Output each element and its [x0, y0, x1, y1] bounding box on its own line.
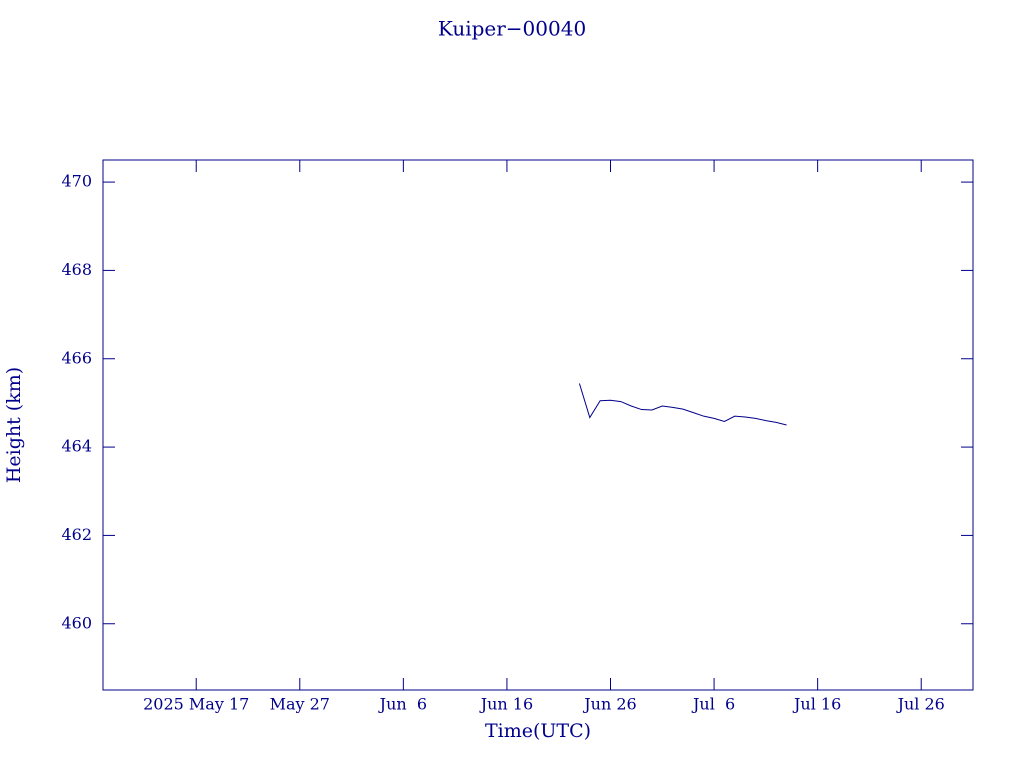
chart-title: Kuiper−00040 — [438, 17, 586, 41]
y-tick-label: 470 — [61, 172, 92, 191]
x-tick-label: Jul 26 — [896, 695, 945, 714]
x-tick-label: Jul 6 — [691, 695, 735, 714]
data-line — [578, 383, 787, 426]
y-tick-label: 462 — [61, 525, 92, 544]
x-tick-label: Jun 16 — [479, 695, 533, 714]
y-tick-label: 466 — [61, 348, 92, 367]
x-tick-label: Jun 6 — [378, 695, 427, 714]
plot-frame — [102, 159, 974, 691]
y-tick-label: 464 — [61, 437, 92, 456]
x-axis-label: Time(UTC) — [485, 720, 591, 742]
x-tick-label: May 27 — [270, 695, 330, 714]
y-tick-label: 468 — [61, 260, 92, 279]
x-tick-label: Jul 16 — [792, 695, 841, 714]
y-tick-label: 460 — [61, 613, 92, 632]
y-axis-label: Height (km) — [3, 367, 25, 483]
x-tick-label: Jun 26 — [582, 695, 636, 714]
x-tick-label: 2025 May 17 — [143, 695, 249, 714]
